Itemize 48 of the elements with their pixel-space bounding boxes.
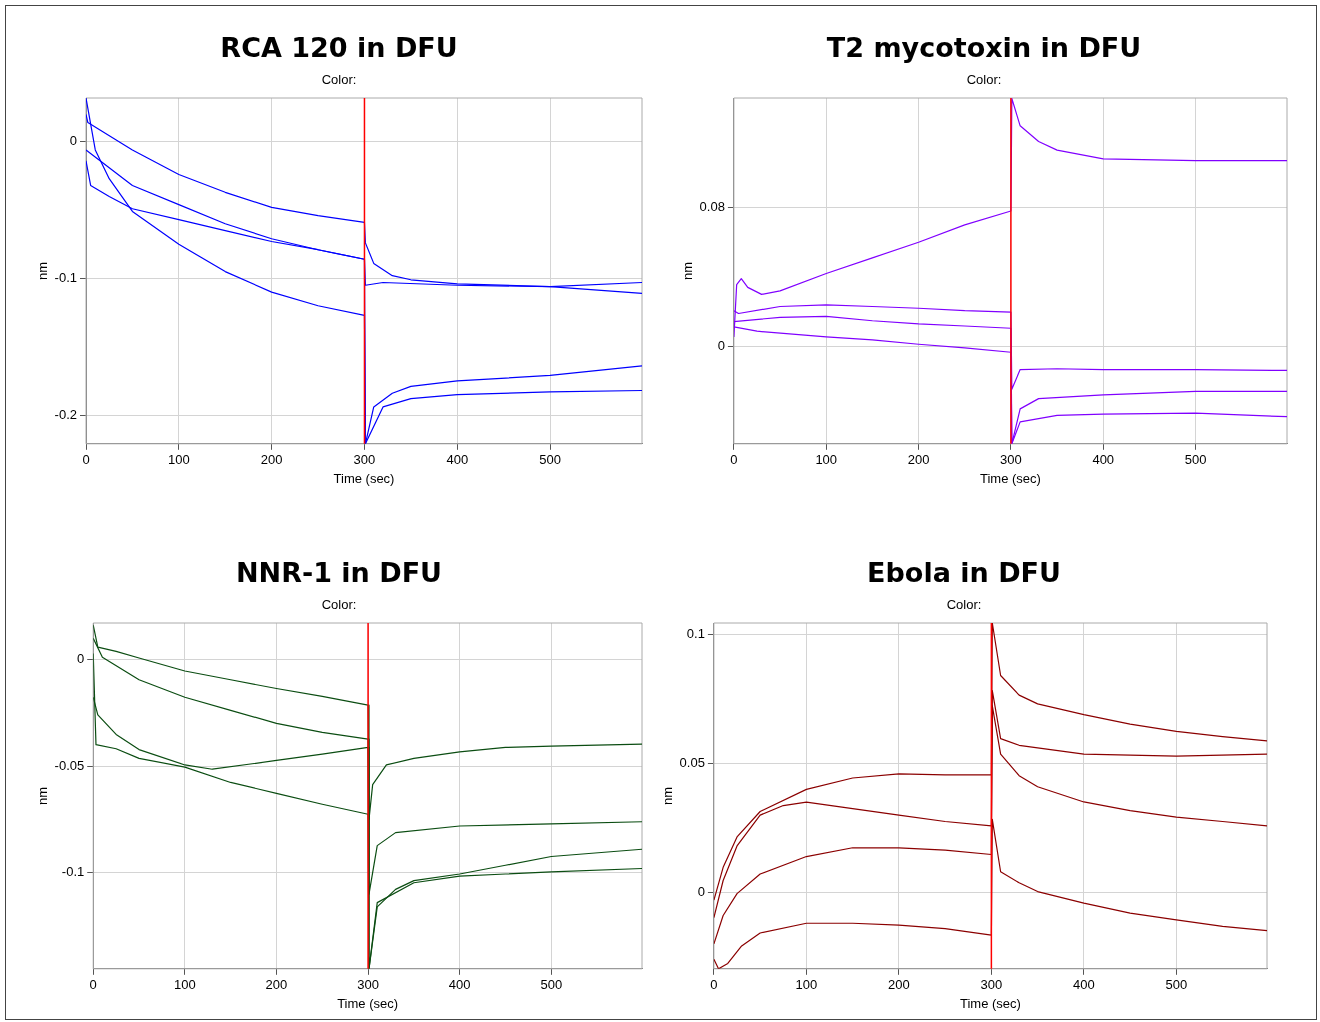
x-tick-label: 100 — [795, 977, 818, 993]
y-tick-label: 0 — [77, 650, 85, 666]
x-tick-label: 500 — [539, 452, 561, 468]
x-tick-label: 0 — [89, 977, 97, 993]
x-tick-label: 200 — [260, 452, 283, 468]
chart-subtitle: Color: — [966, 71, 1002, 87]
x-axis-title: Time (sec) — [960, 995, 1021, 1011]
chart-title: T2 mycotoxin in DFU — [826, 32, 1142, 64]
y-tick-label: 0 — [697, 883, 705, 899]
y-tick-label: 0.05 — [679, 755, 705, 771]
x-tick-label: 500 — [1184, 452, 1207, 468]
y-axis-title: nm — [35, 786, 51, 805]
x-tick-label: 100 — [815, 452, 838, 468]
x-tick-label: 400 — [448, 977, 471, 993]
chart-title: RCA 120 in DFU — [220, 32, 458, 64]
y-axis-title: nm — [35, 261, 51, 280]
x-axis-title: Time (sec) — [333, 470, 395, 486]
x-tick-label: 500 — [1165, 977, 1188, 993]
x-tick-label: 400 — [1092, 452, 1115, 468]
x-tick-label: 300 — [980, 977, 1003, 993]
y-tick-label: -0.1 — [61, 864, 85, 880]
chart-subtitle: Color: — [321, 71, 357, 87]
y-tick-label: 0.1 — [686, 626, 705, 642]
x-tick-label: 100 — [167, 452, 190, 468]
y-tick-label: -0.05 — [54, 757, 85, 773]
x-tick-label: 500 — [540, 977, 563, 993]
y-tick-label: 0.08 — [699, 199, 725, 215]
x-tick-label: 300 — [353, 452, 376, 468]
x-tick-label: 100 — [173, 977, 196, 993]
x-tick-label: 200 — [265, 977, 288, 993]
x-tick-label: 200 — [907, 452, 930, 468]
x-tick-label: 300 — [1000, 452, 1022, 468]
y-tick-label: -0.2 — [54, 406, 77, 422]
x-axis-title: Time (sec) — [980, 470, 1041, 486]
y-axis-title: nm — [680, 261, 696, 280]
y-axis-title: nm — [660, 786, 676, 805]
x-tick-label: 0 — [730, 452, 738, 468]
y-tick-label: 0 — [69, 133, 77, 149]
chart-title: Ebola in DFU — [867, 557, 1061, 589]
x-tick-label: 200 — [888, 977, 910, 993]
chart-subtitle: Color: — [946, 596, 982, 612]
chart-subtitle: Color: — [321, 596, 357, 612]
x-axis-title: Time (sec) — [337, 995, 399, 1011]
x-tick-label: 300 — [357, 977, 379, 993]
x-tick-label: 400 — [1073, 977, 1095, 993]
x-tick-label: 400 — [446, 452, 469, 468]
y-tick-label: -0.1 — [54, 270, 77, 285]
chart-title: NNR-1 in DFU — [235, 557, 443, 589]
